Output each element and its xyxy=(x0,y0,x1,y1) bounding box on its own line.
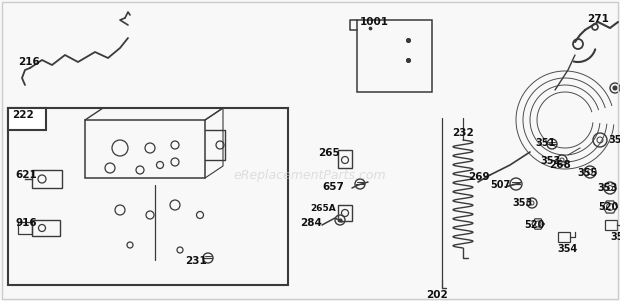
Bar xyxy=(32,170,62,188)
Text: 232: 232 xyxy=(452,128,474,138)
Text: 621: 621 xyxy=(15,170,37,180)
Text: 657: 657 xyxy=(322,182,344,192)
Bar xyxy=(338,205,352,221)
Text: 265A: 265A xyxy=(310,204,336,213)
Text: 1001: 1001 xyxy=(360,17,389,27)
Text: 353: 353 xyxy=(597,183,618,193)
Text: 355: 355 xyxy=(577,168,597,178)
Text: 507: 507 xyxy=(490,180,510,190)
Bar xyxy=(18,222,32,234)
Text: 520: 520 xyxy=(598,202,618,212)
Circle shape xyxy=(613,86,617,90)
Text: eReplacementParts.com: eReplacementParts.com xyxy=(234,169,386,182)
Text: 265: 265 xyxy=(318,148,340,158)
Text: 202: 202 xyxy=(426,290,448,300)
Bar xyxy=(605,220,617,230)
Text: 268: 268 xyxy=(549,160,571,170)
Text: 271: 271 xyxy=(587,14,609,24)
Text: 520: 520 xyxy=(524,220,544,230)
Text: 216: 216 xyxy=(18,57,40,67)
Bar xyxy=(558,232,570,242)
Text: 916: 916 xyxy=(15,218,37,228)
Text: 354: 354 xyxy=(610,232,620,242)
Bar xyxy=(338,150,352,168)
Bar xyxy=(85,120,205,178)
Bar xyxy=(8,108,46,130)
Text: 353: 353 xyxy=(512,198,532,208)
Text: 269: 269 xyxy=(468,172,490,182)
Text: 353: 353 xyxy=(540,156,560,166)
Text: 222: 222 xyxy=(12,110,33,120)
Bar xyxy=(357,20,432,92)
Text: 231: 231 xyxy=(185,256,206,266)
Text: 352: 352 xyxy=(608,135,620,145)
Text: 354: 354 xyxy=(557,244,577,254)
Bar xyxy=(32,220,60,236)
Text: 284: 284 xyxy=(300,218,322,228)
Text: 351: 351 xyxy=(535,138,556,148)
Bar xyxy=(8,108,288,285)
